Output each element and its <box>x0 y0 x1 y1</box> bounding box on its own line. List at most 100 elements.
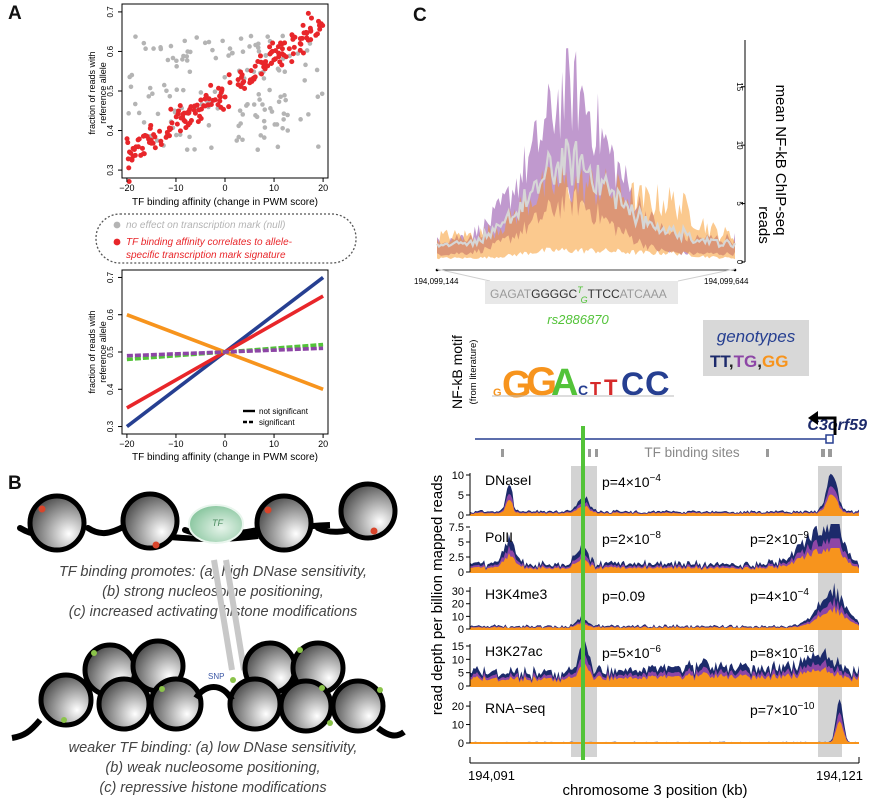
null-point <box>170 55 176 61</box>
chip-band-orange <box>437 166 735 260</box>
null-point <box>278 94 283 100</box>
null-point <box>150 91 155 96</box>
histone-mark-red <box>370 527 378 535</box>
track-p-value: p=2×10−8 <box>602 530 661 547</box>
snp-position-line <box>581 426 585 760</box>
null-point <box>133 34 138 39</box>
significant-point <box>267 51 273 57</box>
significant-point <box>308 15 314 21</box>
histone-mark-green <box>377 687 383 693</box>
x-tick-label: 0 <box>222 183 227 193</box>
histone-mark-green <box>319 685 325 691</box>
significant-point <box>126 165 132 171</box>
legend-sig-dot <box>113 238 121 246</box>
tfbs-mark <box>766 449 769 457</box>
legend-null-dot <box>113 221 121 229</box>
dna-strand-bottom <box>11 718 406 741</box>
null-point <box>210 47 215 53</box>
tfbs-label: TF binding sites <box>644 445 740 460</box>
significant-point <box>259 60 265 66</box>
y-tick-label: 0.7 <box>106 6 115 18</box>
panel-label-b: B <box>8 473 22 494</box>
line-y-label-2: reference allele <box>98 321 108 383</box>
y-tick-label: 0.6 <box>106 45 115 57</box>
line-x-ticks: −20 −10 0 10 20 <box>119 434 328 449</box>
sequence-zoom-lines <box>436 268 736 282</box>
track-y-tick: 10 <box>452 654 464 666</box>
significant-point <box>157 128 163 134</box>
track-name: H3K27ac <box>485 643 543 659</box>
chip-mean-line <box>436 138 736 249</box>
x-tick-label: −20 <box>119 183 134 193</box>
track-p-value: p=7×10−10 <box>750 701 815 718</box>
legend-null-text: no effect on transcription mark (null) <box>126 220 286 231</box>
genotype-gg: GG <box>762 352 788 371</box>
null-point <box>206 123 212 128</box>
panel-label-c: C <box>413 5 427 26</box>
track-y-tick: 0 <box>458 567 464 579</box>
null-point <box>261 135 267 140</box>
histone-mark-green <box>230 677 236 683</box>
track-name: PolII <box>485 529 513 545</box>
histone-mark-red <box>264 506 272 514</box>
significant-point <box>177 103 183 109</box>
transition-arrow-up <box>211 559 235 671</box>
null-point <box>260 102 265 107</box>
null-point <box>240 49 246 55</box>
null-point <box>262 125 268 130</box>
track-y-tick: 0 <box>458 510 464 522</box>
y-tick-label: 0.5 <box>106 346 115 358</box>
null-point <box>220 38 225 44</box>
track-y-tick: 10 <box>452 470 464 482</box>
null-point <box>275 144 281 150</box>
y-tick-label: 0.4 <box>106 124 115 136</box>
null-point <box>174 132 179 138</box>
track-area-gg <box>470 494 859 515</box>
histone-mark-red <box>38 505 46 513</box>
significant-point <box>158 142 164 148</box>
series-line-purple <box>126 346 324 358</box>
nucleosome-packed <box>148 676 204 732</box>
null-point <box>184 58 190 63</box>
tfbs-mark <box>588 449 591 457</box>
null-point <box>141 40 147 46</box>
motif-label-2: (from literature) <box>468 340 479 405</box>
significant-point <box>174 121 180 127</box>
null-point <box>244 67 250 73</box>
y-tick-label: 10 <box>735 141 744 150</box>
panel-label-a: A <box>8 3 22 24</box>
null-point <box>251 102 257 107</box>
null-point <box>167 94 173 99</box>
significant-point <box>250 75 256 81</box>
nucleosome-2 <box>120 491 180 551</box>
null-point <box>240 137 245 143</box>
null-point <box>258 133 264 138</box>
null-point <box>174 58 179 64</box>
null-point <box>222 74 228 80</box>
significant-point <box>286 46 292 52</box>
legend-sig-text-1: TF binding affinity correlates to allele… <box>126 237 293 248</box>
histone-mark-red <box>152 541 160 549</box>
null-point <box>129 72 135 78</box>
significant-point <box>139 145 145 151</box>
null-point <box>182 38 188 44</box>
track-y-tick: 0 <box>458 681 464 693</box>
y-tick-label: 0.3 <box>106 420 115 432</box>
null-point <box>236 134 242 140</box>
significant-point <box>279 41 285 47</box>
caption-top-3: (c) increased activating histone modific… <box>69 604 358 620</box>
significant-point <box>300 22 306 28</box>
y-tick-label: 5 <box>735 201 744 206</box>
genotype-values: TT,TG,GG <box>710 352 788 371</box>
null-point <box>206 39 212 45</box>
null-point <box>151 46 156 51</box>
significant-point <box>169 120 175 126</box>
chip-seq-signal <box>436 48 736 260</box>
null-point <box>265 34 271 39</box>
significant-point <box>252 63 258 69</box>
track-y-tick: 2.5 <box>449 552 464 564</box>
null-point <box>230 50 235 56</box>
null-point <box>141 120 147 125</box>
track-y-tick: 30 <box>452 586 464 598</box>
chip-y-ticks: 0 5 10 15 <box>735 82 745 265</box>
